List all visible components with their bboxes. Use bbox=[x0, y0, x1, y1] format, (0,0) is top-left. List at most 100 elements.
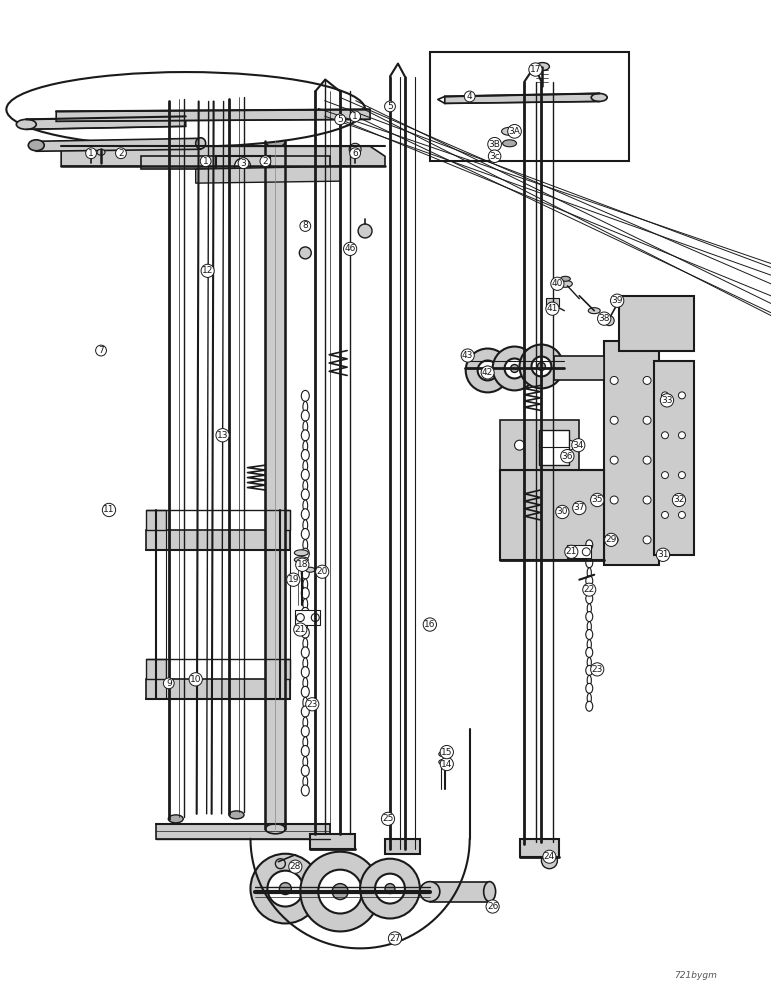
Circle shape bbox=[610, 376, 618, 384]
Circle shape bbox=[643, 456, 651, 464]
Circle shape bbox=[276, 859, 286, 869]
Text: 2: 2 bbox=[118, 149, 124, 158]
Ellipse shape bbox=[586, 630, 593, 639]
Circle shape bbox=[643, 416, 651, 424]
Text: 40: 40 bbox=[552, 279, 563, 288]
Circle shape bbox=[510, 364, 519, 372]
Ellipse shape bbox=[586, 665, 593, 675]
Text: 33: 33 bbox=[662, 396, 672, 405]
Polygon shape bbox=[146, 679, 290, 699]
Ellipse shape bbox=[586, 701, 593, 711]
Ellipse shape bbox=[503, 140, 516, 147]
Ellipse shape bbox=[303, 461, 308, 472]
Circle shape bbox=[514, 440, 524, 450]
Text: 8: 8 bbox=[303, 221, 308, 230]
Ellipse shape bbox=[587, 586, 591, 596]
Text: 17: 17 bbox=[530, 65, 541, 74]
Text: 6: 6 bbox=[352, 149, 358, 158]
Polygon shape bbox=[296, 610, 320, 625]
Circle shape bbox=[679, 472, 686, 479]
Polygon shape bbox=[156, 824, 330, 839]
Text: 7: 7 bbox=[98, 346, 104, 355]
Text: 1: 1 bbox=[88, 149, 94, 158]
Ellipse shape bbox=[266, 824, 286, 834]
Polygon shape bbox=[270, 510, 290, 530]
Ellipse shape bbox=[303, 658, 308, 669]
Polygon shape bbox=[146, 510, 166, 530]
Ellipse shape bbox=[229, 811, 244, 819]
Ellipse shape bbox=[587, 604, 591, 614]
Circle shape bbox=[568, 548, 577, 556]
Text: 20: 20 bbox=[317, 567, 328, 576]
Polygon shape bbox=[26, 116, 186, 129]
Polygon shape bbox=[146, 530, 290, 550]
Text: 46: 46 bbox=[344, 244, 356, 253]
Ellipse shape bbox=[586, 683, 593, 693]
Circle shape bbox=[643, 376, 651, 384]
Ellipse shape bbox=[420, 882, 440, 902]
Circle shape bbox=[520, 345, 564, 388]
Circle shape bbox=[643, 496, 651, 504]
Text: 3A: 3A bbox=[509, 127, 520, 136]
Polygon shape bbox=[141, 156, 330, 169]
Text: 23: 23 bbox=[306, 700, 318, 709]
Text: 28: 28 bbox=[290, 862, 301, 871]
Circle shape bbox=[679, 432, 686, 439]
Circle shape bbox=[531, 357, 551, 376]
Circle shape bbox=[349, 143, 361, 155]
Text: 37: 37 bbox=[574, 503, 585, 512]
Polygon shape bbox=[567, 545, 591, 558]
Text: 23: 23 bbox=[591, 665, 603, 674]
Ellipse shape bbox=[303, 599, 308, 610]
Circle shape bbox=[493, 347, 537, 390]
Ellipse shape bbox=[301, 469, 310, 480]
Circle shape bbox=[662, 432, 669, 439]
Circle shape bbox=[610, 536, 618, 544]
Ellipse shape bbox=[301, 489, 310, 500]
Text: 42: 42 bbox=[482, 368, 493, 377]
Circle shape bbox=[610, 416, 618, 424]
Text: 29: 29 bbox=[605, 535, 617, 544]
Text: 2: 2 bbox=[262, 157, 268, 166]
Ellipse shape bbox=[502, 127, 517, 135]
Ellipse shape bbox=[303, 480, 308, 491]
Ellipse shape bbox=[586, 576, 593, 586]
Circle shape bbox=[540, 440, 550, 450]
Polygon shape bbox=[445, 93, 599, 103]
Ellipse shape bbox=[587, 693, 591, 703]
Circle shape bbox=[483, 366, 492, 374]
Text: 39: 39 bbox=[611, 296, 623, 305]
Text: 9: 9 bbox=[166, 679, 171, 688]
Circle shape bbox=[478, 361, 498, 380]
Text: 25: 25 bbox=[382, 814, 394, 823]
Ellipse shape bbox=[586, 540, 593, 550]
Circle shape bbox=[375, 874, 405, 904]
Circle shape bbox=[505, 359, 524, 378]
Ellipse shape bbox=[301, 430, 310, 441]
Text: 26: 26 bbox=[487, 902, 498, 911]
Circle shape bbox=[610, 456, 618, 464]
Ellipse shape bbox=[303, 678, 308, 689]
Ellipse shape bbox=[301, 450, 310, 461]
Polygon shape bbox=[547, 298, 560, 306]
Circle shape bbox=[385, 884, 395, 894]
Ellipse shape bbox=[591, 93, 608, 101]
Polygon shape bbox=[195, 166, 340, 183]
Ellipse shape bbox=[266, 135, 286, 147]
Polygon shape bbox=[619, 296, 694, 351]
Ellipse shape bbox=[97, 149, 105, 155]
Text: 31: 31 bbox=[657, 550, 669, 559]
Text: 38: 38 bbox=[598, 314, 610, 323]
Ellipse shape bbox=[438, 752, 447, 757]
Circle shape bbox=[279, 883, 291, 895]
Ellipse shape bbox=[303, 776, 308, 787]
Ellipse shape bbox=[587, 639, 591, 649]
Ellipse shape bbox=[16, 119, 36, 129]
Text: 27: 27 bbox=[389, 934, 401, 943]
Ellipse shape bbox=[301, 706, 310, 717]
Text: 32: 32 bbox=[673, 495, 685, 504]
Circle shape bbox=[296, 614, 304, 622]
Polygon shape bbox=[554, 356, 604, 380]
Circle shape bbox=[679, 511, 686, 518]
Text: 15: 15 bbox=[441, 748, 452, 757]
